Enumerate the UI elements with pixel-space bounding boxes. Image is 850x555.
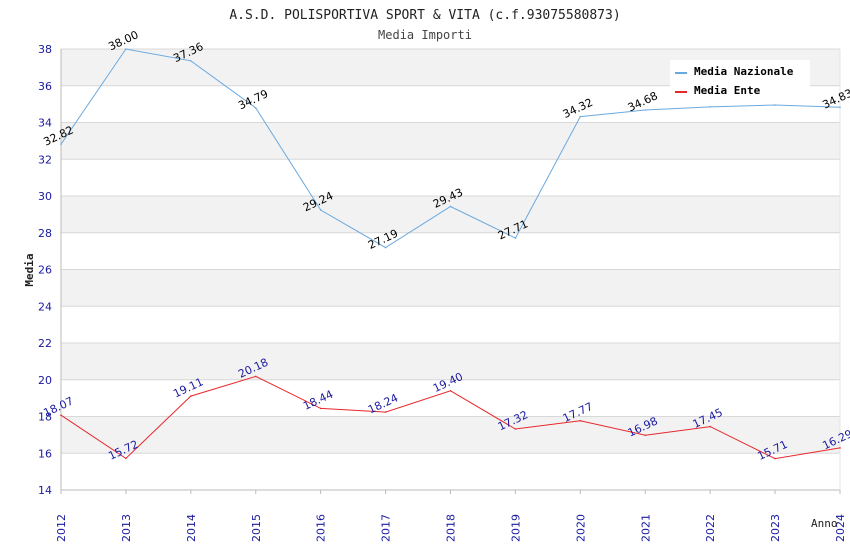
data-point-media-ente (384, 411, 387, 413)
data-label-media-nazionale: 34.32 (561, 96, 595, 121)
y-tick-label: 30 (38, 190, 52, 203)
data-point-media-nazionale (579, 115, 582, 118)
data-point-media-ente (190, 395, 192, 397)
axes (60, 49, 841, 494)
x-tick-label: 2012 (55, 514, 68, 542)
data-point-media-ente (514, 428, 517, 430)
x-tick-label: 2015 (250, 514, 263, 542)
y-tick-label: 34 (38, 117, 52, 130)
legend-label-media-nazionale: Media Nazionale (694, 65, 794, 78)
y-tick-label: 14 (38, 484, 52, 497)
y-tick-label: 18 (38, 411, 52, 424)
data-point-media-nazionale (125, 48, 127, 50)
data-point-media-ente (839, 447, 841, 449)
data-label-media-ente: 18.07 (41, 394, 75, 419)
x-tick-label: 2020 (574, 514, 587, 542)
x-tick-label: 2013 (120, 514, 133, 542)
y-tick-label: 32 (38, 153, 52, 166)
data-point-media-ente (579, 419, 582, 422)
x-tick-label: 2016 (315, 514, 328, 542)
grid-band (61, 122, 840, 160)
data-point-media-ente (60, 414, 62, 417)
x-tick-label: 2017 (380, 514, 393, 542)
data-point-media-ente (125, 457, 127, 460)
grid-band (61, 416, 840, 454)
data-point-media-ente (709, 425, 711, 428)
x-tick-labels: 2012 2013 2014 2015 2016 2017 2018 2019 2020 2021… (55, 514, 847, 542)
y-tick-label: 36 (38, 80, 52, 93)
y-tick-label: 16 (38, 447, 52, 460)
data-point-media-ente (254, 375, 257, 378)
data-point-media-nazionale (514, 237, 517, 239)
data-label-media-nazionale: 34.79 (236, 87, 270, 112)
data-point-media-nazionale (449, 205, 452, 208)
data-point-media-nazionale (709, 106, 711, 108)
data-point-media-ente (644, 434, 647, 437)
x-tick-label: 2021 (639, 514, 652, 542)
data-point-media-nazionale (774, 104, 776, 106)
data-point-media-nazionale (839, 106, 841, 109)
data-label-media-nazionale: 34.83 (820, 87, 850, 112)
legend: Media Nazionale Media Ente (670, 60, 810, 100)
data-point-media-nazionale (190, 59, 192, 62)
y-tick-label: 38 (38, 43, 52, 56)
grid-band (61, 269, 840, 307)
chart-subtitle: Media Importi (378, 28, 472, 42)
y-tick-labels: 14 16 18 20 22 24 26 28 30 32 34 36 38 (38, 43, 52, 497)
y-tick-label: 28 (38, 227, 52, 240)
x-tick-label: 2018 (445, 514, 458, 542)
x-tick-label: 2024 (834, 514, 847, 542)
x-tick-label: 2022 (704, 514, 717, 542)
data-point-media-nazionale (319, 209, 322, 211)
data-point-media-nazionale (644, 109, 647, 111)
legend-label-media-ente: Media Ente (694, 84, 761, 97)
x-tick-label: 2014 (185, 514, 198, 542)
grid-band (61, 196, 840, 233)
x-tick-label: 2019 (509, 514, 522, 542)
y-tick-label: 24 (38, 300, 52, 313)
legend-box (670, 60, 810, 100)
x-axis-label: Anno (811, 517, 838, 530)
y-tick-label: 20 (38, 374, 52, 387)
y-axis-label: Media (23, 253, 36, 286)
y-tick-label: 26 (38, 264, 52, 277)
series (60, 48, 841, 460)
x-tick-label: 2023 (769, 514, 782, 542)
grid-band (61, 343, 840, 380)
data-point-media-nazionale (60, 143, 62, 145)
data-point-media-nazionale (384, 246, 387, 249)
chart-title: A.S.D. POLISPORTIVA SPORT & VITA (c.f.93… (229, 8, 620, 23)
data-point-media-ente (449, 389, 452, 392)
data-point-media-ente (319, 407, 322, 410)
data-point-media-nazionale (254, 107, 257, 109)
y-tick-label: 22 (38, 337, 52, 350)
data-point-media-ente (774, 457, 776, 460)
data-label-media-ente: 18.24 (366, 391, 400, 416)
